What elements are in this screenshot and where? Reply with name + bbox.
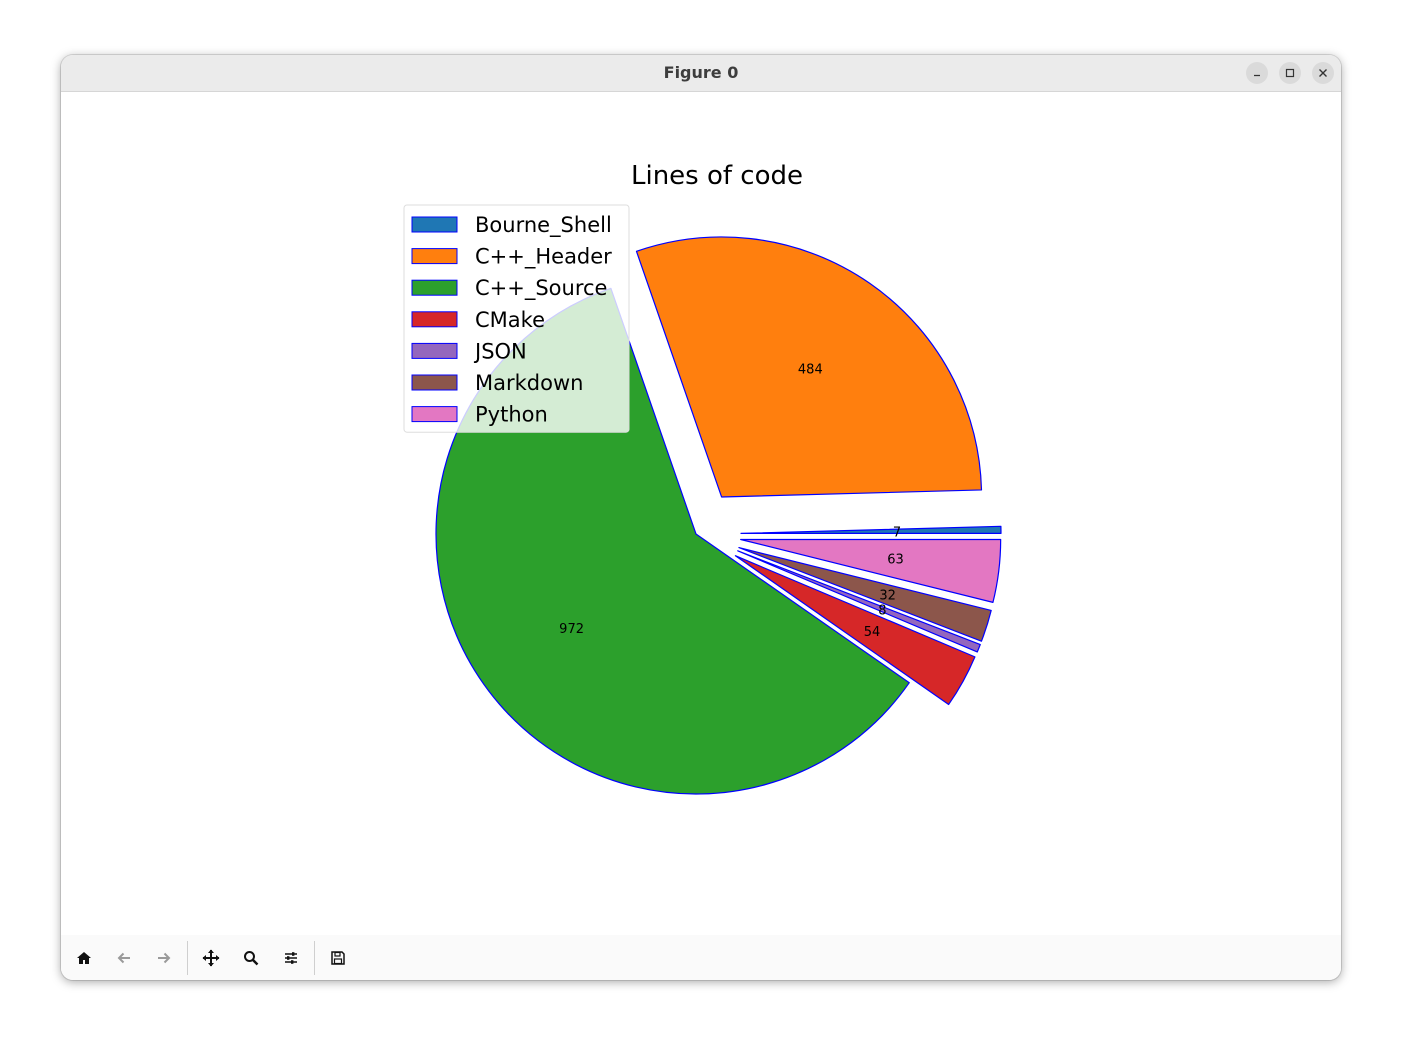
zoom-button[interactable] [236,943,266,973]
save-icon [331,951,345,965]
legend-swatch [411,248,458,265]
legend-label: Python [475,403,548,427]
legend-swatch [411,342,458,359]
legend-swatch [411,279,458,296]
legend-swatch [411,311,458,328]
legend-frame [403,204,630,433]
close-icon [1319,69,1327,77]
legend-label: Markdown [475,371,583,395]
close-button[interactable] [1312,62,1334,84]
toolbar-separator [314,941,315,975]
pan-icon [202,949,220,967]
pie-slice-markdown [738,546,992,642]
pie-chart: Lines of code 7 484 972 54 832 63 Bourne_Shel… [403,161,1002,795]
pie-slice-python [740,538,1002,603]
minimize-icon [1254,74,1260,77]
legend-swatch [411,216,458,233]
legend-swatch [411,374,458,391]
title-bar[interactable]: Figure 0 [61,55,1341,92]
zoom-icon [244,951,259,966]
slice-value-label: 63 [887,552,904,567]
legend: Bourne_Shell C++_Header C++_Source CMake JSO… [403,204,630,433]
pie-slice-c-header [635,236,983,498]
minimize-button[interactable] [1246,62,1268,84]
toolbar-separator [187,941,188,975]
navigation-toolbar [61,935,1341,980]
legend-swatch [411,406,458,423]
slice-value-label: 32 [879,589,896,604]
save-button[interactable] [323,943,353,973]
back-button[interactable] [109,943,139,973]
legend-label: JSON [473,339,527,363]
slice-value-label: 7 [893,525,901,540]
chart-title: Lines of code [631,161,803,191]
figure-window: Figure 0 Lines of code 7 484 972 54 8 32 63 Bo… [61,55,1341,980]
maximize-button[interactable] [1279,62,1301,84]
forward-arrow-icon [158,952,171,964]
pie-slice-json [737,550,981,653]
configure-subplots-icon [285,952,297,964]
pie-slice-bourne-shell [740,525,1002,534]
pan-button[interactable] [196,943,226,973]
legend-label: C++_Source [475,276,607,301]
home-button[interactable] [69,943,99,973]
legend-label: Bourne_Shell [475,213,612,238]
slice-value-label: 972 [559,622,584,637]
forward-button[interactable] [149,943,179,973]
legend-label: C++_Header [475,245,612,270]
pie-slice-cmake [734,555,976,706]
configure-subplots-button[interactable] [276,943,306,973]
window-title: Figure 0 [663,63,739,82]
slice-value-label: 484 [798,363,823,378]
home-icon [77,952,91,964]
legend-label: CMake [475,308,545,332]
back-arrow-icon [117,952,130,964]
figure-canvas[interactable]: Lines of code 7 484 972 54 8 32 63 Bourne_Shel… [61,92,1341,935]
slice-value-label: 8 [878,603,886,618]
maximize-icon [1285,68,1295,78]
slice-value-label: 54 [864,625,881,640]
